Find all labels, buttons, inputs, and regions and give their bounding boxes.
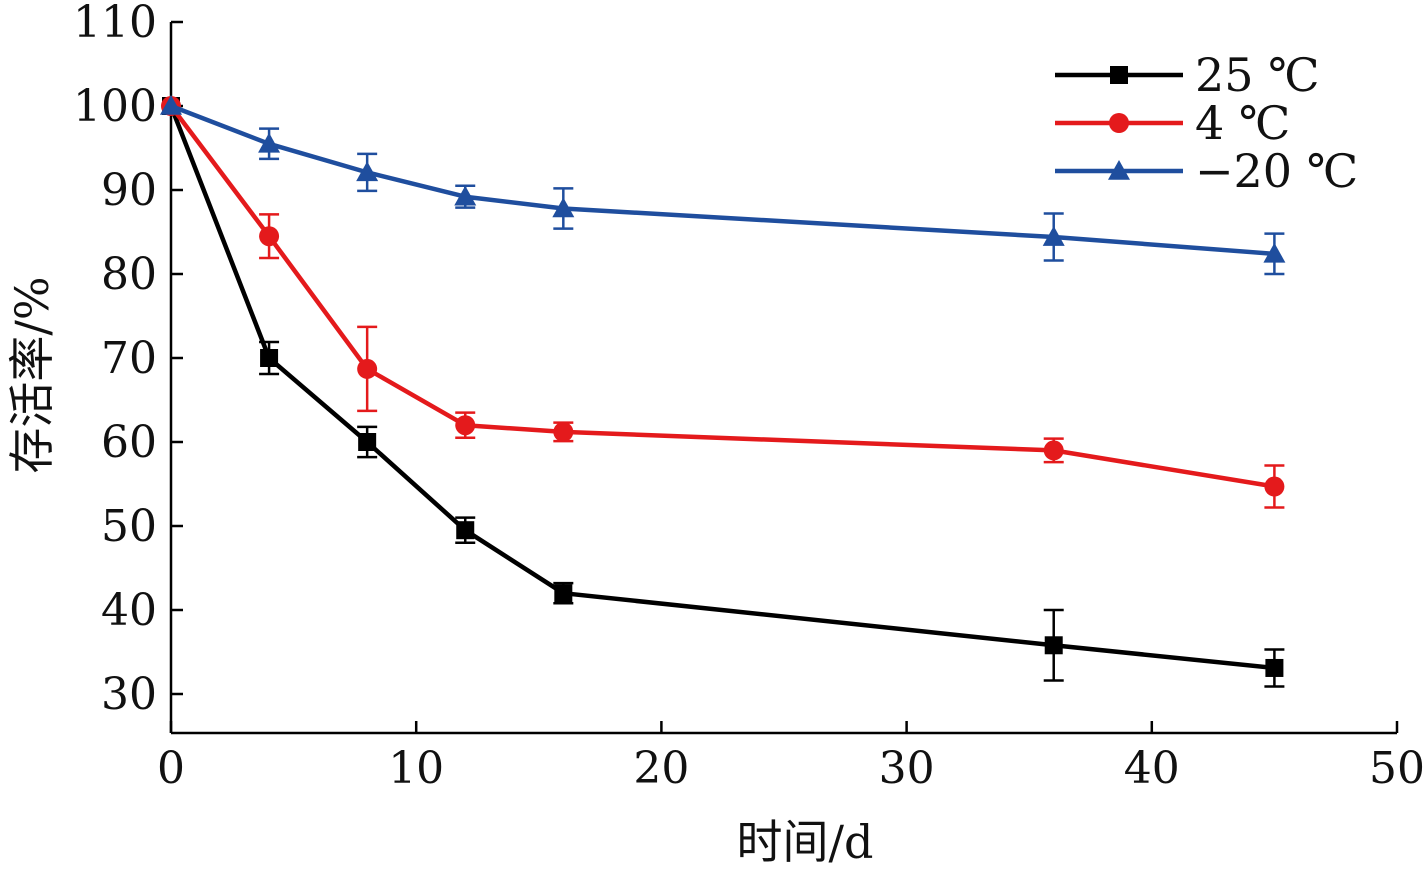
x-tick-label: 50 [1369, 743, 1425, 794]
axes [169, 22, 1397, 735]
square-marker [260, 349, 279, 367]
y-tick-label: 30 [101, 669, 157, 720]
circle-marker [1043, 440, 1064, 461]
square-marker [1265, 658, 1284, 677]
y-tick-label: 100 [73, 81, 157, 132]
circle-marker [553, 421, 574, 442]
x-tick-label: 30 [879, 743, 935, 794]
series-layer [160, 95, 1286, 688]
triangle-marker [1042, 226, 1065, 246]
x-axis-title: 时间/d [737, 815, 874, 869]
y-tick-label: 40 [101, 585, 157, 636]
circle-marker [1109, 113, 1129, 133]
circle-marker [259, 226, 280, 247]
triangle-marker [1263, 242, 1286, 263]
legend: 25 ℃4 ℃−20 ℃ [1055, 48, 1358, 198]
x-tick-label: 0 [157, 743, 185, 794]
circle-marker [455, 415, 476, 436]
triangle-marker [258, 132, 281, 153]
y-tick-label: 80 [101, 249, 157, 300]
x-ticks: 0 10 20 30 40 50 [157, 721, 1425, 794]
series-0 [162, 97, 1285, 688]
square-marker [1110, 66, 1128, 84]
y-axis-title: 存活率/% [5, 276, 59, 473]
series-line [168, 105, 1275, 671]
circle-marker [1264, 476, 1285, 497]
square-marker [1044, 636, 1063, 655]
triangle-marker [1108, 160, 1130, 180]
x-tick-label: 10 [388, 743, 444, 794]
y-tick-label: 90 [101, 165, 157, 216]
y-tick-label: 110 [73, 0, 157, 48]
triangle-marker [356, 161, 379, 182]
y-tick-label: 60 [101, 417, 157, 468]
square-marker [358, 433, 377, 451]
legend-label: 25 ℃ [1195, 48, 1320, 102]
x-tick-label: 40 [1124, 743, 1180, 794]
triangle-marker [552, 197, 575, 218]
triangle-marker [454, 185, 477, 206]
series-1 [161, 96, 1285, 509]
series-line [170, 103, 1275, 257]
y-tick-label: 70 [101, 333, 157, 384]
y-tick-label: 50 [101, 501, 157, 552]
series-2 [160, 95, 1286, 276]
triangle-marker [160, 95, 182, 115]
legend-label: −20 ℃ [1195, 144, 1358, 198]
x-tick-label: 20 [633, 743, 689, 794]
square-marker [456, 521, 475, 540]
circle-marker [357, 358, 378, 379]
y-ticks: 30 40 50 60 70 80 90 100 110 [73, 0, 183, 720]
square-marker [554, 584, 573, 603]
legend-label: 4 ℃ [1195, 96, 1290, 150]
